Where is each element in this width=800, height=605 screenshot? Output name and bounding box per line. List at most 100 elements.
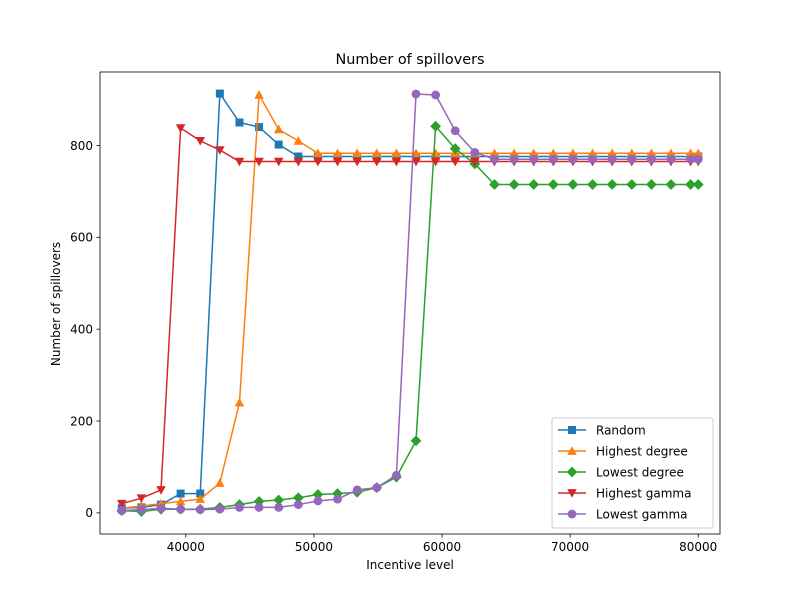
data-point [293, 157, 304, 167]
data-point [273, 494, 285, 506]
data-point [235, 502, 244, 512]
data-point [371, 157, 382, 167]
data-point [692, 179, 704, 190]
legend-label: Random [596, 423, 646, 437]
legend-item: Highest degree [558, 444, 688, 458]
data-point [312, 489, 324, 500]
legend-label: Highest degree [596, 444, 688, 458]
x-tick-label: 50000 [295, 540, 333, 554]
axes: 40000 50000 60000 70000 80000 0 200 400 600 800 [70, 71, 721, 554]
legend-item: Random [558, 423, 646, 437]
data-point [587, 148, 598, 158]
legend-marker [567, 446, 577, 455]
data-point [588, 154, 597, 164]
data-point [646, 148, 657, 158]
data-point [352, 485, 362, 495]
data-point [693, 154, 703, 164]
data-point [156, 503, 166, 513]
data-point [508, 179, 520, 190]
data-point [430, 157, 441, 167]
data-point [450, 157, 461, 167]
data-point [470, 157, 480, 167]
y-tick-label: 800 [70, 139, 93, 153]
data-point [391, 470, 401, 480]
legend-label: Lowest degree [596, 465, 684, 479]
data-point [215, 89, 224, 98]
legend-item: Highest gamma [558, 486, 691, 500]
series-4 [117, 89, 703, 515]
data-point [528, 148, 539, 158]
data-point [313, 496, 323, 506]
data-point [607, 154, 617, 164]
data-point [371, 148, 382, 158]
data-point [547, 179, 559, 190]
data-point [666, 154, 676, 164]
data-point [293, 136, 304, 145]
data-point [196, 489, 205, 498]
data-point [568, 154, 578, 164]
data-point [567, 179, 579, 190]
data-point [313, 157, 323, 167]
data-point [176, 489, 185, 498]
data-point [215, 478, 225, 487]
data-point [255, 123, 264, 132]
data-point [293, 500, 303, 510]
data-point [332, 157, 343, 167]
data-point [136, 494, 147, 503]
legend-marker [568, 426, 576, 434]
data-point [686, 154, 696, 164]
data-point [568, 148, 578, 158]
legend: Random Highest degree Lowest degree Highest… [551, 417, 714, 529]
plot-area [116, 89, 704, 517]
x-tick-label: 70000 [551, 540, 589, 554]
chart-title: Number of spillovers [335, 52, 484, 68]
y-tick-label: 200 [70, 414, 93, 428]
data-point [235, 118, 244, 127]
data-point [470, 147, 480, 157]
data-point [693, 148, 704, 158]
data-point [529, 154, 539, 164]
data-point [117, 506, 127, 515]
y-tick-label: 0 [85, 506, 93, 520]
data-point [333, 494, 342, 504]
data-point [234, 397, 245, 407]
y-tick-label: 400 [70, 322, 93, 336]
data-point [587, 179, 598, 190]
legend-label: Highest gamma [596, 486, 691, 500]
legend-marker [567, 509, 577, 519]
data-point [352, 148, 362, 158]
legend-marker [567, 489, 577, 498]
data-point [626, 179, 638, 190]
data-point [410, 435, 422, 447]
x-tick-label: 80000 [679, 540, 717, 554]
data-point [116, 499, 127, 509]
data-point [430, 120, 442, 132]
data-point [489, 179, 500, 190]
data-point [215, 504, 225, 514]
data-point [313, 148, 323, 158]
legend-label: Lowest gamma [596, 507, 688, 521]
data-point [685, 179, 697, 190]
x-tick-label: 40000 [167, 540, 205, 554]
data-point [646, 154, 656, 164]
data-point [273, 124, 284, 134]
data-point [274, 140, 283, 149]
data-point [607, 148, 617, 158]
data-point [195, 505, 205, 515]
data-point [666, 148, 676, 158]
data-point [175, 124, 186, 133]
data-point [685, 148, 696, 158]
data-point [195, 494, 206, 503]
data-point [391, 148, 402, 158]
data-point [665, 179, 677, 190]
data-point [627, 154, 637, 164]
legend-item: Lowest gamma [558, 507, 688, 521]
data-point [234, 157, 245, 167]
data-point [626, 148, 637, 158]
data-point [509, 154, 519, 164]
data-point [489, 148, 500, 158]
data-point [332, 148, 343, 158]
legend-marker [566, 466, 578, 478]
